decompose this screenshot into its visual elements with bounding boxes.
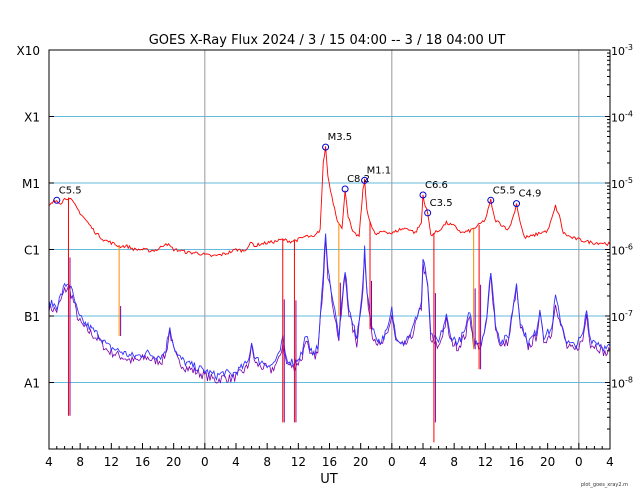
y-tick-label: A1	[24, 377, 40, 391]
x-tick-label: 0	[201, 455, 209, 469]
series-short-secondary-line	[48, 237, 611, 384]
y-right-tick-label: 10-4	[611, 110, 633, 125]
x-tick-label: 12	[478, 455, 493, 469]
y-tick-label: M1	[22, 177, 40, 191]
flare-marker	[513, 200, 520, 208]
flare-marker	[322, 143, 330, 151]
flare-label: C3.5	[430, 198, 453, 209]
y-tick-label: X10	[17, 44, 41, 58]
flare-label: C8.2	[347, 174, 370, 185]
series-short-line	[48, 233, 611, 382]
flare-label: C4.9	[519, 189, 542, 200]
x-tick-label: 12	[291, 455, 306, 469]
y-right-tick-label: 10-7	[611, 309, 633, 324]
x-tick-label: 12	[104, 455, 119, 469]
y-right-tick-label: 10-8	[611, 376, 633, 391]
flare-marker	[487, 196, 495, 204]
series-long-line	[48, 146, 611, 258]
x-tick-label: 8	[263, 455, 271, 469]
x-tick-label: 16	[135, 455, 150, 469]
y-right-tick-label: 10-3	[611, 43, 633, 58]
axis-layer: X10 X1 M1 C1 B1 A1 10-3 10-4 10-5 10-6 10-7 10-8 4 8 1…	[17, 43, 633, 469]
series-layer	[48, 146, 611, 443]
footer-label: plot_goes_xray2.m	[581, 482, 628, 488]
flare-marker	[424, 209, 432, 217]
day-boundary-layer	[204, 50, 580, 449]
y-right-tick-label: 10-5	[611, 176, 633, 191]
y-tick-label: B1	[24, 310, 40, 324]
x-tick-label: 20	[353, 455, 368, 469]
y-right-tick-label: 10-6	[611, 243, 633, 258]
x-tick-label: 4	[419, 455, 427, 469]
flare-label: C5.5	[493, 185, 516, 196]
flare-marker	[361, 176, 369, 184]
x-tick-label: 16	[509, 455, 524, 469]
x-tick-label: 0	[388, 455, 396, 469]
flare-label: M3.5	[328, 132, 353, 143]
flare-marker	[341, 185, 349, 193]
x-tick-label: 4	[45, 455, 53, 469]
flare-label: M1.1	[367, 165, 392, 176]
y-tick-label: X1	[24, 111, 40, 125]
x-tick-label: 4	[606, 455, 614, 469]
flare-label: C5.5	[59, 185, 82, 196]
x-axis-label: UT	[320, 472, 338, 487]
chart-title: GOES X-Ray Flux 2024 / 3 / 15 04:00 -- 3…	[149, 33, 506, 48]
x-tick-label: 16	[322, 455, 337, 469]
x-tick-label: 20	[540, 455, 555, 469]
x-tick-label: 4	[232, 455, 240, 469]
x-tick-label: 0	[575, 455, 583, 469]
x-tick-label: 8	[76, 455, 84, 469]
y-tick-label: C1	[24, 244, 40, 258]
x-tick-label: 8	[450, 455, 458, 469]
flare-marker	[53, 196, 61, 204]
flare-label: C6.6	[425, 180, 448, 191]
x-tick-label: 20	[166, 455, 181, 469]
flare-marker-layer: C5.5M3.5C8.2M1.1C6.6C3.5C5.5 C4.9	[53, 132, 542, 217]
flare-marker	[419, 191, 427, 199]
